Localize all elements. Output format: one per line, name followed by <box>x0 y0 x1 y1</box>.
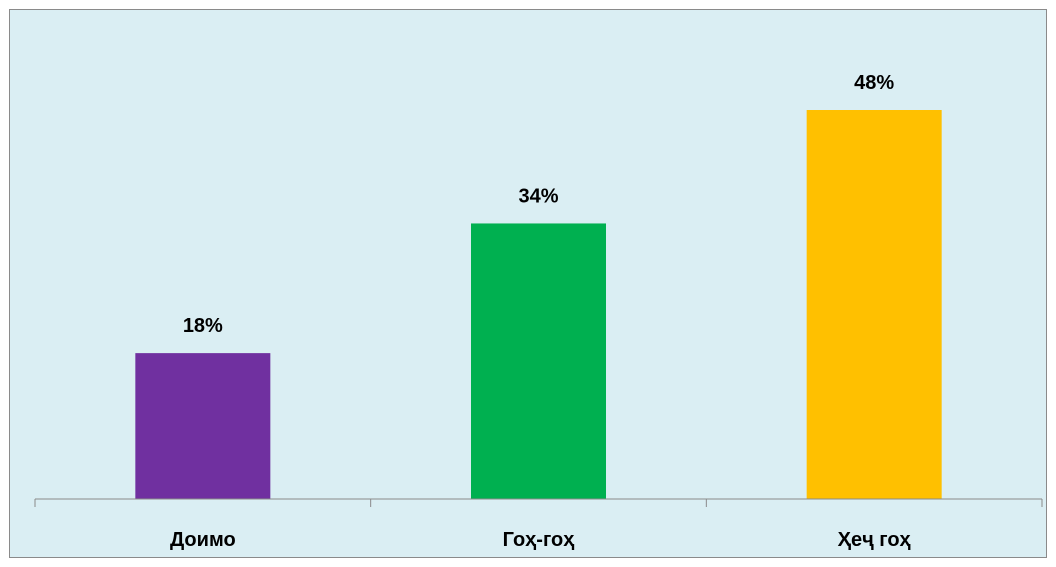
data-label-1: 18% <box>183 315 223 337</box>
category-label-3: Ҳеҷ гоҳ <box>838 529 911 551</box>
bar-2 <box>471 223 606 500</box>
bar-3 <box>806 110 942 499</box>
labels-group: 18% Доимо 34% Гоҳ-гоҳ 48% Ҳеҷ гоҳ <box>170 72 911 551</box>
category-label-2: Гоҳ-гоҳ <box>503 529 575 551</box>
bar-1 <box>135 353 271 499</box>
data-label-3: 48% <box>854 72 894 94</box>
category-label-1: Доимо <box>170 529 236 551</box>
data-label-2: 34% <box>518 185 558 207</box>
x-axis <box>34 498 1043 507</box>
bars-group <box>135 110 942 500</box>
